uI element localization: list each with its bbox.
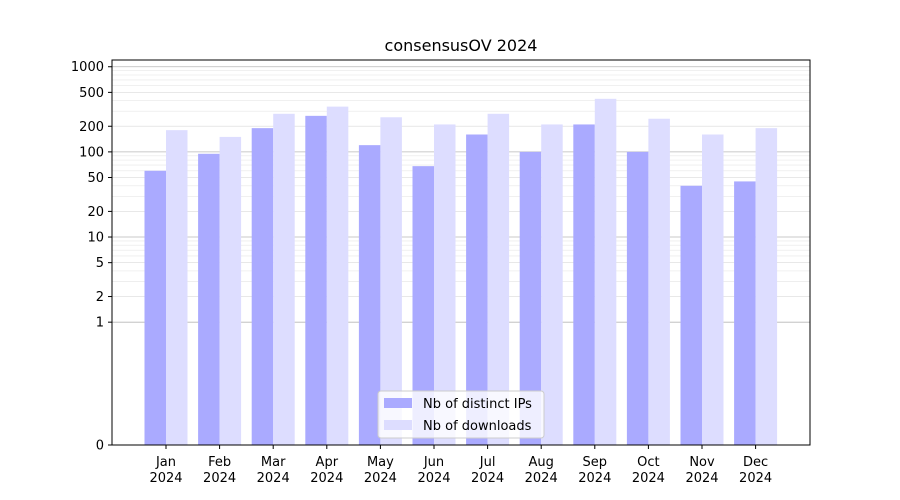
- legend-swatch: [384, 398, 412, 408]
- bar-downloads: [594, 98, 617, 445]
- y-tick-label: 2: [96, 290, 104, 305]
- bar-distinct-ips: [466, 134, 488, 445]
- bar-distinct-ips: [519, 151, 542, 445]
- legend-label: Nb of distinct IPs: [423, 397, 532, 412]
- y-tick-label: 0: [96, 439, 104, 454]
- legend-label: Nb of downloads: [423, 419, 532, 434]
- legend: Nb of distinct IPs Nb of downloads: [377, 390, 545, 439]
- x-tick-label-year: 2024: [739, 471, 772, 486]
- x-tick-label-year: 2024: [685, 471, 718, 486]
- bar-distinct-ips: [358, 145, 381, 446]
- bar-downloads: [755, 128, 778, 445]
- y-tick-label: 1: [96, 316, 104, 331]
- bar-distinct-ips: [198, 153, 220, 445]
- x-tick-label-month: Jun: [423, 455, 444, 470]
- bar-distinct-ips: [734, 181, 756, 446]
- x-tick-label-month: Oct: [637, 455, 659, 470]
- x-tick-label-month: Sep: [583, 455, 608, 470]
- x-tick-label-year: 2024: [632, 471, 665, 486]
- x-tick-label-year: 2024: [149, 471, 182, 486]
- x-tick-label-month: Aug: [529, 455, 554, 470]
- x-tick-label-year: 2024: [417, 471, 450, 486]
- legend-swatch: [384, 420, 412, 430]
- y-tick-label: 500: [79, 86, 104, 101]
- x-tick-label-year: 2024: [364, 471, 397, 486]
- x-tick-label-year: 2024: [578, 471, 611, 486]
- bar-downloads: [487, 113, 510, 446]
- x-tick-label-month: Mar: [261, 455, 286, 470]
- x-tick-label-month: Nov: [689, 455, 715, 470]
- x-axis: Jan2024Feb2024Mar2024Apr2024May2024Jun20…: [149, 445, 772, 486]
- x-tick-label-year: 2024: [203, 471, 236, 486]
- plot-frame: [111, 59, 811, 446]
- bar-downloads: [380, 117, 402, 445]
- bar-downloads: [326, 106, 349, 445]
- x-tick-label-year: 2024: [525, 471, 558, 486]
- x-tick-label-month: Dec: [743, 455, 768, 470]
- x-tick-label-month: May: [367, 455, 394, 470]
- y-tick-label: 100: [79, 145, 104, 160]
- bar-downloads: [648, 118, 670, 445]
- bar-distinct-ips: [412, 166, 434, 445]
- x-tick-label-month: Jul: [479, 455, 496, 470]
- x-tick-label-month: Feb: [208, 455, 231, 470]
- y-tick-label: 50: [87, 171, 104, 186]
- x-tick-label-year: 2024: [310, 471, 343, 486]
- bar-downloads: [434, 124, 456, 446]
- legend-box: [377, 390, 545, 439]
- bar-distinct-ips: [626, 151, 649, 445]
- bar-downloads: [166, 130, 188, 445]
- y-tick-label: 200: [79, 120, 104, 135]
- bar-distinct-ips: [305, 115, 327, 446]
- y-tick-label: 10: [87, 231, 104, 246]
- x-tick-label-month: Apr: [316, 455, 339, 470]
- x-tick-label-year: 2024: [471, 471, 504, 486]
- x-tick-label-month: Jan: [155, 455, 176, 470]
- y-tick-label: 1000: [71, 60, 104, 75]
- bar-distinct-ips: [680, 185, 702, 445]
- y-tick-label: 5: [96, 256, 104, 271]
- bar-downloads: [273, 113, 295, 446]
- bar-distinct-ips: [144, 170, 166, 445]
- bar-downloads: [219, 136, 242, 445]
- bar-distinct-ips: [251, 128, 274, 445]
- y-tick-label: 20: [87, 205, 104, 220]
- chart-title: consensusOV 2024: [385, 36, 538, 55]
- bars: [144, 98, 778, 446]
- y-axis: 0 1 2 5 10 20 50 100 200 500 1000: [71, 60, 112, 454]
- bar-downloads: [702, 134, 724, 445]
- bar-downloads: [541, 124, 563, 446]
- bar-distinct-ips: [573, 124, 595, 446]
- x-tick-label-year: 2024: [257, 471, 290, 486]
